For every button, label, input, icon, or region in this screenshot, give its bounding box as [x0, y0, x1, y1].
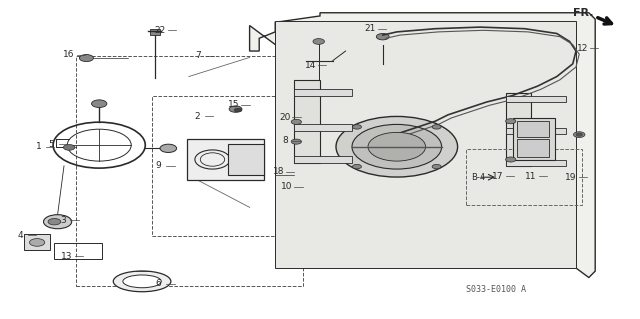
Text: 11: 11	[525, 172, 537, 181]
Circle shape	[573, 132, 585, 137]
Text: 22: 22	[154, 26, 166, 35]
Text: 12: 12	[577, 44, 588, 53]
Text: 1: 1	[36, 142, 41, 151]
Ellipse shape	[113, 271, 171, 292]
Bar	[506, 96, 566, 102]
Text: 19: 19	[565, 173, 577, 182]
Circle shape	[576, 133, 582, 136]
Text: 21: 21	[364, 24, 376, 33]
Bar	[506, 128, 566, 134]
Text: FR.: FR.	[573, 8, 593, 19]
Text: S033-E0100 A: S033-E0100 A	[466, 285, 526, 294]
Circle shape	[160, 144, 177, 152]
Bar	[275, 21, 576, 268]
Circle shape	[229, 106, 242, 112]
Bar	[152, 96, 280, 236]
Text: 20: 20	[279, 113, 291, 122]
Circle shape	[313, 39, 324, 44]
Bar	[506, 93, 531, 166]
Bar	[517, 121, 549, 137]
Circle shape	[506, 157, 516, 162]
Bar	[150, 29, 160, 35]
Bar	[466, 149, 582, 205]
Bar	[294, 156, 352, 163]
Text: 9: 9	[156, 161, 161, 170]
Circle shape	[432, 125, 441, 129]
Text: 10: 10	[281, 182, 292, 191]
Text: 4: 4	[18, 231, 23, 240]
Circle shape	[353, 125, 362, 129]
Text: 6: 6	[156, 279, 161, 288]
Bar	[294, 80, 320, 163]
Circle shape	[92, 100, 107, 108]
Text: 17: 17	[492, 172, 504, 181]
Text: 13: 13	[61, 252, 73, 261]
Text: 16: 16	[63, 50, 75, 59]
Circle shape	[63, 145, 75, 150]
Bar	[294, 89, 352, 96]
Bar	[294, 124, 352, 131]
Bar	[24, 234, 50, 250]
Text: 2: 2	[195, 112, 200, 121]
Circle shape	[432, 164, 441, 169]
Circle shape	[353, 164, 362, 169]
Circle shape	[29, 239, 45, 246]
Bar	[54, 243, 102, 259]
Bar	[187, 139, 264, 180]
Text: 8: 8	[282, 137, 287, 145]
Circle shape	[234, 108, 242, 112]
Text: 14: 14	[305, 61, 316, 70]
Circle shape	[352, 124, 442, 169]
Text: B-4: B-4	[471, 173, 485, 182]
Bar	[506, 160, 566, 166]
Text: 3: 3	[60, 216, 65, 225]
Circle shape	[376, 33, 389, 40]
Bar	[513, 118, 555, 160]
Bar	[517, 139, 549, 157]
Bar	[76, 56, 303, 286]
Text: 7: 7	[196, 51, 201, 60]
Text: 18: 18	[273, 167, 284, 176]
Polygon shape	[250, 13, 595, 278]
Circle shape	[336, 116, 458, 177]
Circle shape	[79, 55, 93, 62]
Circle shape	[291, 119, 301, 124]
Circle shape	[48, 219, 61, 225]
Circle shape	[368, 132, 426, 161]
Circle shape	[291, 139, 301, 144]
Circle shape	[44, 215, 72, 229]
Text: 5: 5	[49, 140, 54, 149]
Text: 15: 15	[228, 100, 239, 109]
Bar	[228, 144, 264, 175]
Circle shape	[506, 119, 516, 124]
Ellipse shape	[123, 275, 161, 288]
